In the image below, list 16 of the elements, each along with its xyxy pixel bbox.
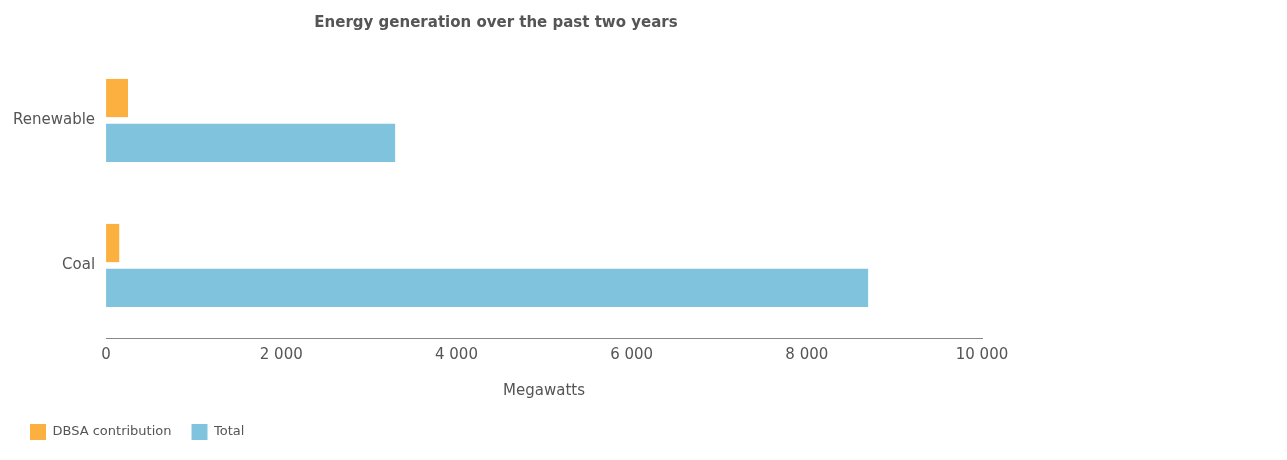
x-axis-title: Megawatts xyxy=(503,380,586,399)
bar xyxy=(106,268,869,308)
x-tick-label: 4 000 xyxy=(434,344,478,363)
x-tick-label: 0 xyxy=(101,344,111,363)
bar xyxy=(106,123,396,163)
legend-label: DBSA contribution xyxy=(52,423,172,439)
x-tick-label: 8 000 xyxy=(785,344,829,363)
x-tick-label: 2 000 xyxy=(259,344,303,363)
x-tick-label: 6 000 xyxy=(610,344,654,363)
legend-label: Total xyxy=(213,423,245,439)
y-tick-label: Coal xyxy=(62,255,96,274)
chart-title: Energy generation over the past two years xyxy=(314,12,678,31)
x-tick-label: 10 000 xyxy=(955,344,1009,363)
y-tick-label: Renewable xyxy=(13,110,96,129)
bar xyxy=(106,223,120,263)
bar xyxy=(106,78,128,118)
